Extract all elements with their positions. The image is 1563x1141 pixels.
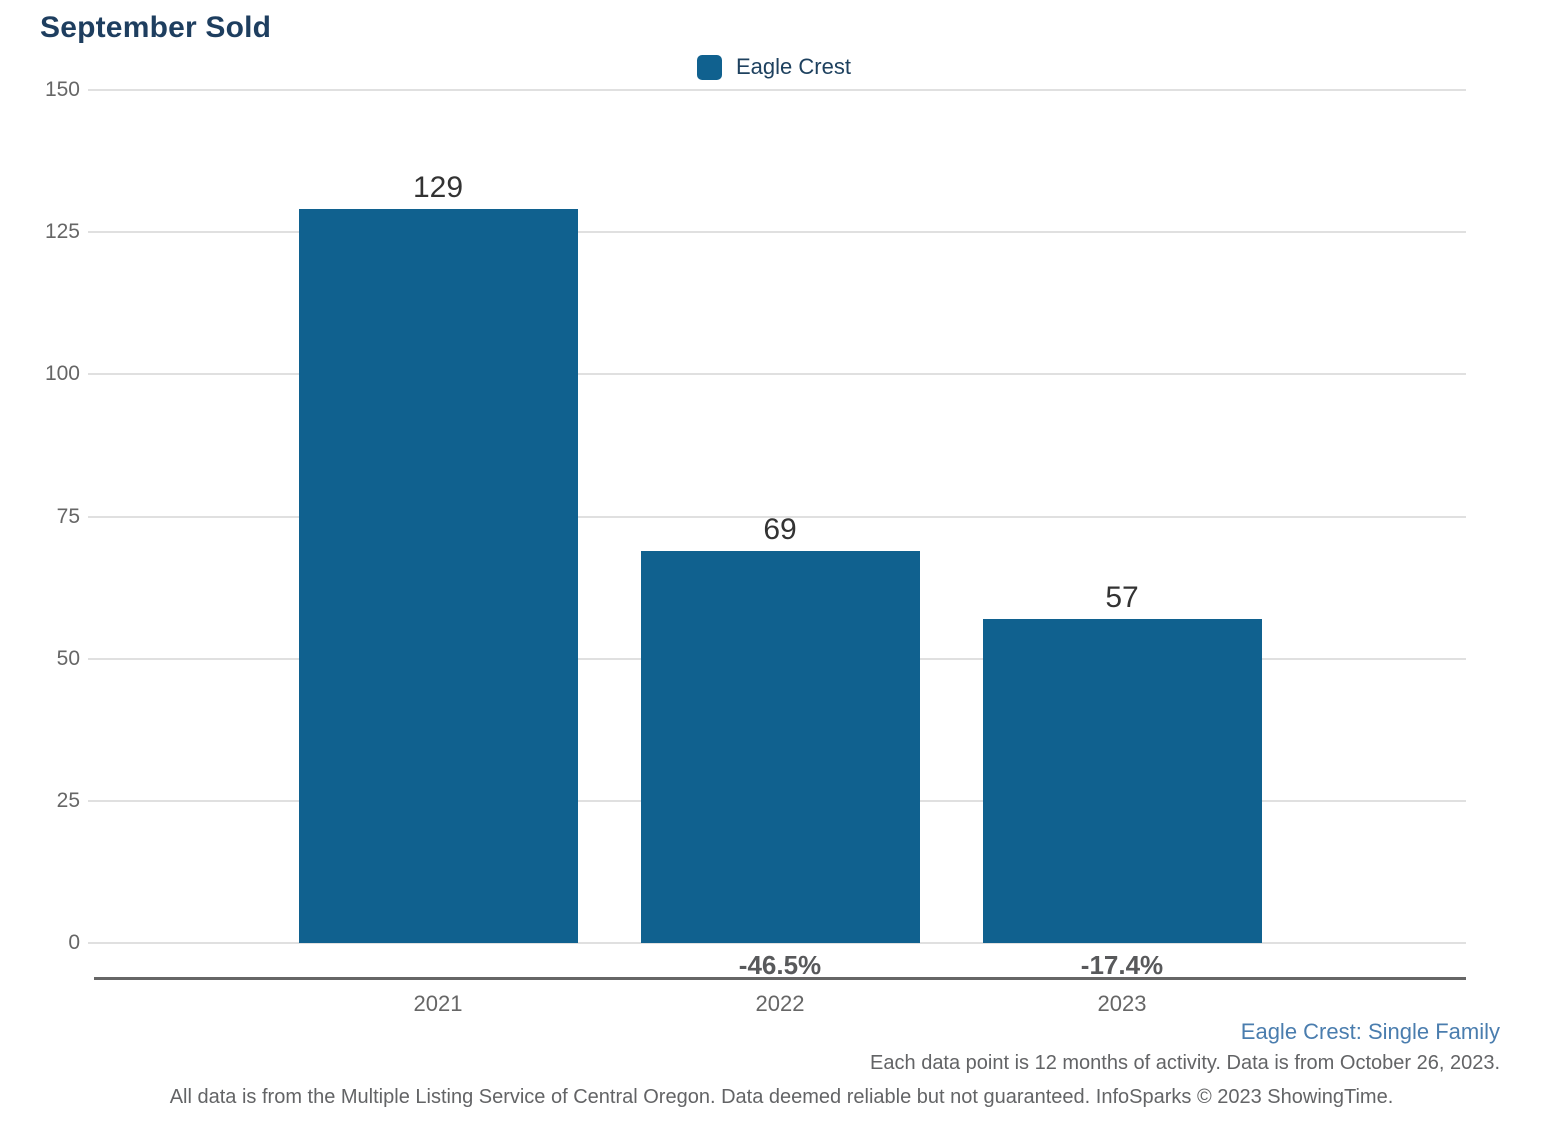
y-axis-tick-label: 25	[56, 788, 80, 812]
y-axis-tick-label: 150	[44, 78, 80, 101]
pct-change-label: -46.5%	[738, 950, 822, 980]
x-axis-category-label: 2023	[1097, 991, 1147, 1016]
x-axis-category-label: 2021	[413, 991, 463, 1016]
bar-value-label: 129	[412, 171, 464, 205]
gridline	[88, 373, 1466, 376]
x-axis-line	[94, 977, 1466, 980]
legend-label: Eagle Crest	[736, 54, 851, 79]
chart-title: September Sold	[40, 11, 272, 44]
series-note: Eagle Crest: Single Family	[1240, 1019, 1500, 1044]
gridline	[88, 89, 1466, 91]
data-note: Each data point is 12 months of activity…	[870, 1052, 1500, 1074]
y-axis-tick-label: 100	[44, 362, 80, 386]
bar-2022[interactable]	[640, 550, 920, 943]
y-axis-tick-label: 125	[44, 220, 80, 244]
legend-swatch-icon	[697, 54, 722, 80]
pct-change-label: -17.4%	[1080, 950, 1164, 980]
legend-item-eagle-crest[interactable]: Eagle Crest	[697, 54, 851, 80]
y-axis-tick-label: 0	[68, 931, 80, 954]
bar-value-label: 57	[1105, 580, 1139, 614]
gridline	[88, 231, 1466, 234]
gridline	[88, 515, 1466, 518]
y-axis-tick-label: 50	[56, 646, 80, 670]
disclaimer-note: All data is from the Multiple Listing Se…	[169, 1086, 1394, 1108]
x-axis-category-label: 2022	[755, 991, 805, 1016]
gridline	[88, 942, 1466, 944]
bar-2021[interactable]	[298, 209, 578, 943]
y-axis-tick-label: 75	[56, 504, 80, 528]
bar-value-label: 69	[763, 512, 797, 546]
bar-2023[interactable]	[982, 618, 1262, 943]
